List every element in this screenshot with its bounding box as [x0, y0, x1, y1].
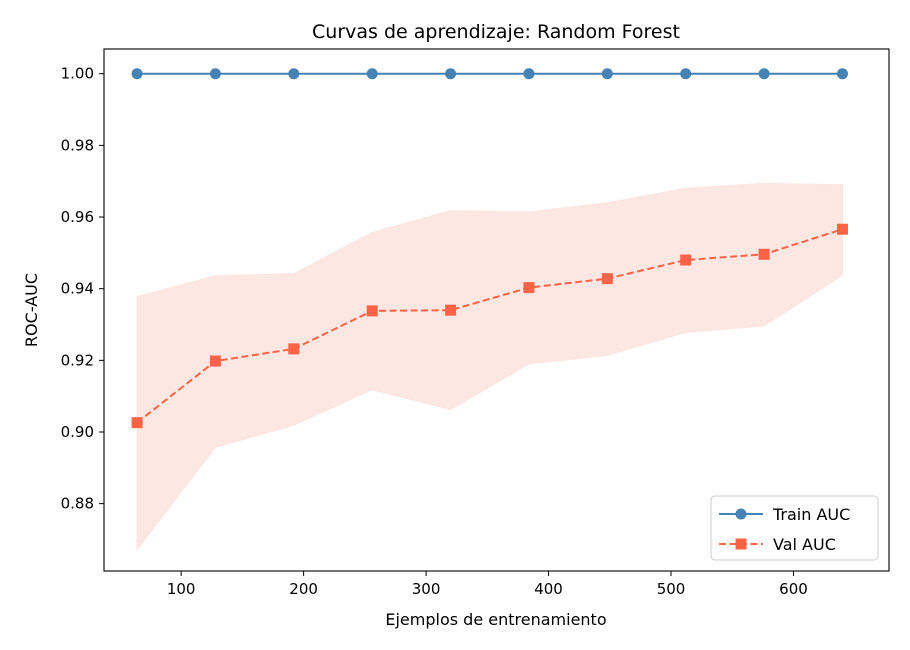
- series-1-point: [836, 223, 848, 235]
- x-tick-label: 200: [289, 580, 318, 598]
- series-1-point: [601, 273, 613, 285]
- x-axis-label: Ejemplos de entrenamiento: [385, 610, 606, 629]
- series-0-point: [680, 68, 692, 80]
- legend-label-0: Train AUC: [772, 505, 850, 524]
- y-tick-label: 1.00: [61, 65, 94, 83]
- series-1-point: [680, 254, 692, 266]
- x-tick-label: 100: [167, 580, 196, 598]
- legend: Train AUC Val AUC: [710, 495, 879, 561]
- y-tick-label: 0.90: [61, 423, 94, 441]
- series-0-point: [758, 68, 770, 80]
- plot-area: [131, 68, 848, 551]
- y-axis-label: ROC-AUC: [22, 273, 41, 347]
- y-tick-label: 0.96: [61, 208, 94, 226]
- plot-frame: [103, 48, 890, 572]
- x-axis: 100 200 300 400 500 600: [167, 571, 808, 598]
- y-tick-label: 0.98: [61, 136, 94, 154]
- x-tick-label: 600: [779, 580, 808, 598]
- series-0-point: [288, 68, 300, 80]
- series-1-point: [209, 355, 221, 367]
- chart-title: Curvas de aprendizaje: Random Forest: [312, 21, 680, 43]
- series-1-point: [366, 305, 378, 317]
- series-0-point: [209, 68, 221, 80]
- series-0-point: [366, 68, 378, 80]
- x-tick-label: 300: [412, 580, 441, 598]
- series-1-point: [445, 304, 457, 316]
- y-tick-label: 0.92: [61, 351, 94, 369]
- legend-marker-0: [735, 508, 747, 520]
- series-1-point: [758, 248, 770, 260]
- series-1-point: [131, 417, 143, 429]
- series-0-point: [836, 68, 848, 80]
- series-0-point: [445, 68, 457, 80]
- series-0-point: [131, 68, 143, 80]
- series-1-point: [523, 282, 535, 294]
- series-0-point: [523, 68, 535, 80]
- y-tick-label: 0.88: [61, 495, 94, 513]
- y-axis: 0.88 0.90 0.92 0.94 0.96 0.98 1.00: [61, 65, 104, 513]
- series-1-confidence-band: [136, 182, 843, 551]
- series-0-point: [601, 68, 613, 80]
- x-tick-label: 400: [534, 580, 563, 598]
- y-tick-label: 0.94: [61, 280, 94, 298]
- series-1-line: [136, 228, 843, 424]
- legend-label-1: Val AUC: [773, 535, 836, 554]
- x-tick-label: 500: [657, 580, 686, 598]
- series-1-point: [288, 343, 300, 355]
- legend-marker-1: [735, 538, 747, 550]
